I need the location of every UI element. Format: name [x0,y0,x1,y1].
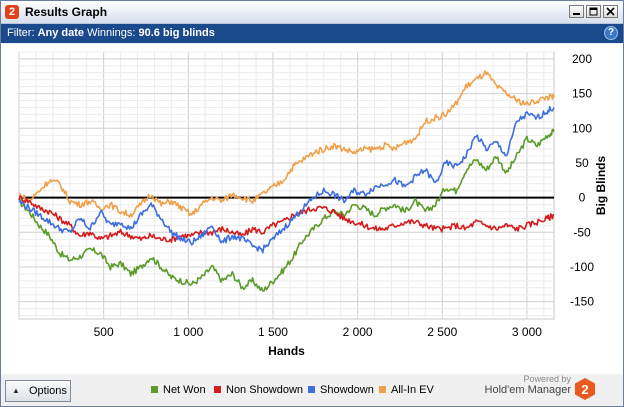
legend-swatch [151,385,158,393]
x-tick-label: 1 500 [258,325,288,339]
filter-bar: Filter: Any date Winnings: 90.6 big blin… [1,24,623,43]
title-bar[interactable]: 2 Results Graph [1,1,623,24]
legend-swatch [379,385,386,393]
y-tick-label: 200 [572,52,592,66]
holdem-manager-logo-icon: 2 [575,378,595,400]
plot-area [18,51,555,320]
brand-name: Hold'em Manager [484,384,571,396]
y-tick-label: -50 [573,225,591,239]
logo-badge: 2 [581,382,588,397]
minimize-icon [573,13,580,15]
y-tick-label: 100 [572,121,592,135]
y-axis-label: Big Blinds [594,156,608,216]
x-axis-label: Hands [268,344,305,358]
app-logo-icon: 2 [5,5,19,19]
chevron-up-icon: ▲ [12,386,20,395]
y-tick-label: -100 [570,260,594,274]
filter-summary: Filter: Any date Winnings: 90.6 big blin… [7,27,215,39]
chart-area: 500 1 000 1 500 2 000 2 500 3 000 200 150 100 50 0… [1,44,623,374]
y-tick-label: 150 [572,87,592,101]
x-tick-label: 2 500 [427,325,457,339]
series-line-net-won [18,128,555,292]
legend-net-won: Net Won [151,384,206,396]
winnings-label: Winnings: [87,27,136,39]
options-label: Options [29,385,67,397]
maximize-icon [589,7,598,16]
legend-swatch [308,385,315,393]
minimize-button[interactable] [569,5,584,18]
filter-value: Any date [37,27,85,39]
y-tick-label: 0 [579,191,586,205]
x-tick-label: 1 000 [173,325,203,339]
powered-by: Powered by Hold'em Manager [471,374,571,396]
window-title: Results Graph [25,5,108,19]
x-tick-label: 3 000 [512,325,542,339]
legend-non-showdown: Non Showdown [214,384,303,396]
maximize-button[interactable] [586,5,601,18]
series-line-non-showdown [18,195,555,243]
powered-by-text: Powered by [523,374,571,384]
help-icon[interactable]: ? [604,26,618,40]
legend-showdown: Showdown [308,384,374,396]
results-chart: 500 1 000 1 500 2 000 2 500 3 000200150100500… [18,51,608,358]
legend-label: All-In EV [391,384,434,396]
y-tick-label: -150 [570,295,594,309]
close-button[interactable] [603,5,618,18]
series-line-showdown [18,105,555,254]
x-tick-label: 500 [94,325,114,339]
legend-swatch [214,385,221,393]
legend-label: Net Won [163,384,206,396]
filter-label: Filter: [7,27,35,39]
winnings-value: 90.6 big blinds [138,27,215,39]
legend-label: Showdown [320,384,374,396]
legend-label: Non Showdown [226,384,304,396]
y-tick-label: 50 [575,156,589,170]
options-button[interactable]: ▲ Options [5,380,71,402]
close-icon [606,7,615,16]
legend-all-in-ev: All-In EV [379,384,434,396]
series-line-all-in-ev [18,70,555,218]
x-tick-label: 2 000 [343,325,373,339]
